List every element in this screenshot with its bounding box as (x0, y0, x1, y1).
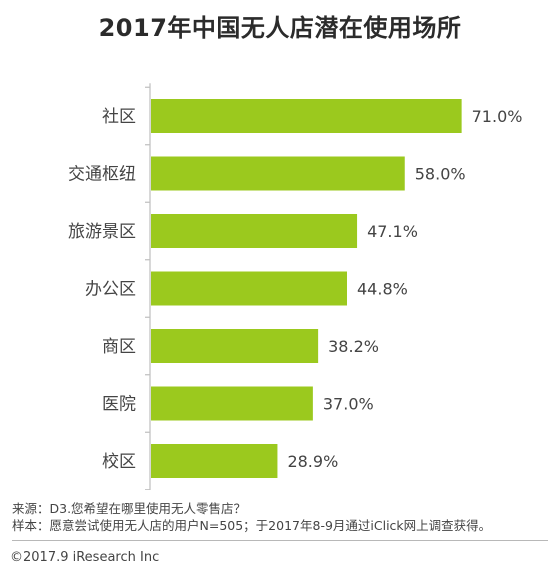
value-label: 71.0% (472, 107, 523, 126)
value-label: 28.9% (287, 452, 338, 471)
category-label: 社区 (102, 107, 136, 127)
source-note: 来源：D3.您希望在哪里使用无人零售店？ (12, 501, 247, 516)
bar-5 (151, 329, 319, 363)
sample-note: 样本：愿意尝试使用无人店的用户N=505；于2017年8-9月通过iClick网… (12, 518, 492, 533)
bar-7 (151, 444, 278, 478)
bar-2 (151, 156, 405, 191)
value-label: 38.2% (328, 337, 379, 356)
category-label: 医院 (102, 395, 136, 415)
bar-3 (151, 214, 358, 248)
chart-title: 2017年中国无人店潜在使用场所 (98, 14, 462, 42)
footer-divider (12, 540, 548, 541)
bar-4 (151, 271, 347, 306)
category-label: 旅游景区 (68, 222, 136, 242)
value-label: 47.1% (367, 222, 418, 241)
category-label: 校区 (102, 452, 136, 472)
category-label: 商区 (102, 337, 136, 357)
bar-chart: 社区 71.0% 交通枢纽 58.0% 旅游景区 47.1% 办公区 44.8% 商区 38.2%… (68, 83, 523, 490)
value-label: 58.0% (415, 165, 466, 184)
bar-1 (151, 99, 462, 133)
copyright-text: ©2017.9 iResearch Inc (10, 550, 160, 565)
value-label: 44.8% (357, 280, 408, 299)
category-label: 办公区 (85, 280, 136, 300)
value-label: 37.0% (323, 395, 374, 414)
category-label: 交通枢纽 (68, 165, 136, 185)
bar-6 (151, 386, 313, 421)
